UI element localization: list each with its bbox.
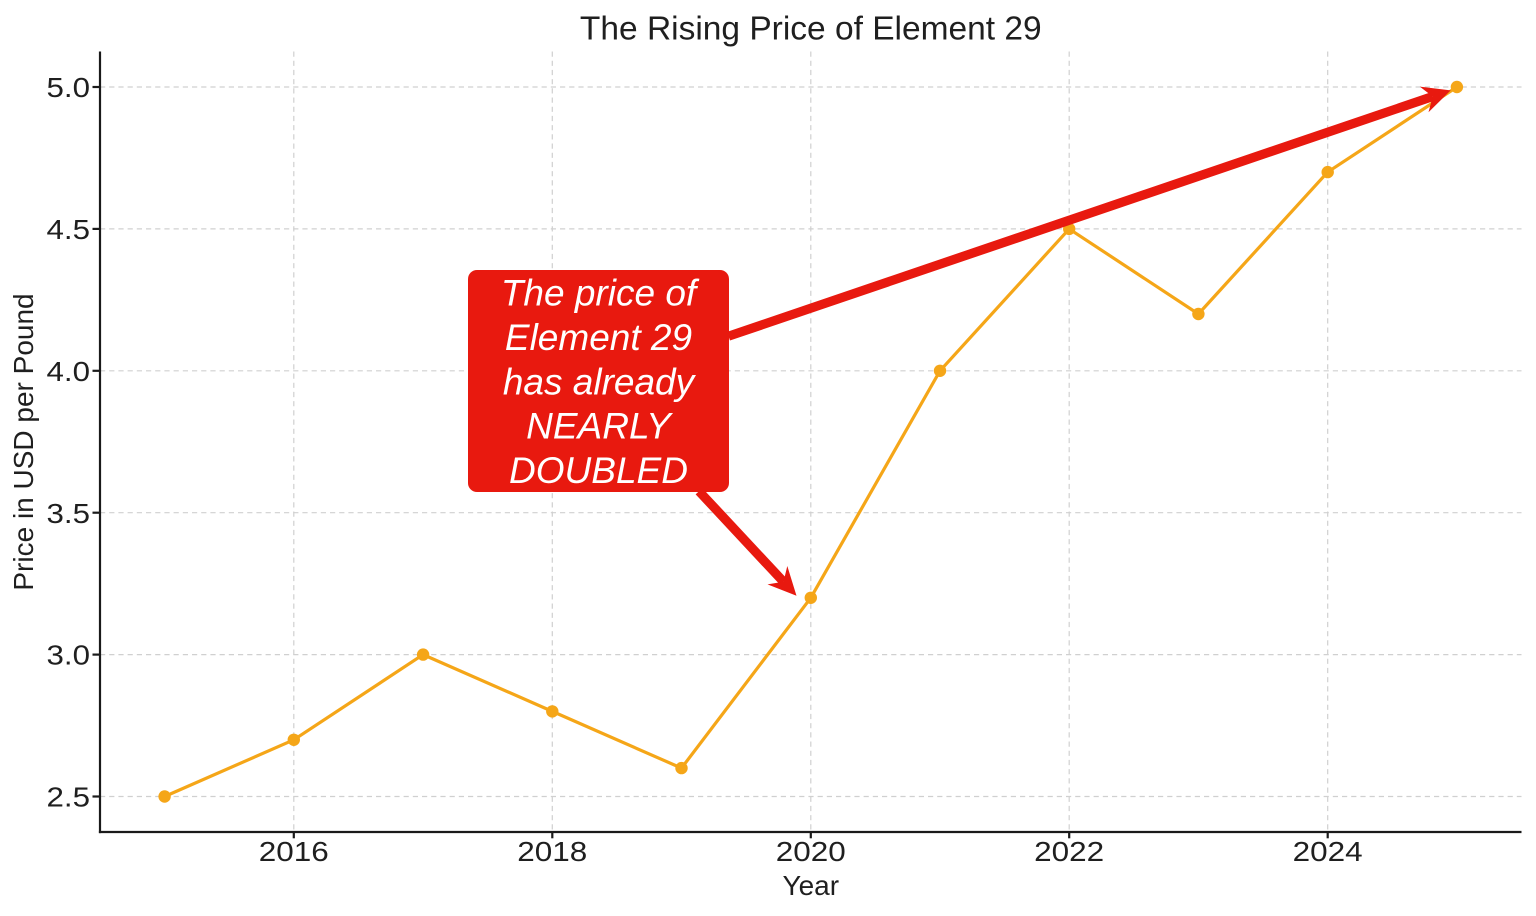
svg-text:2020: 2020 [776,836,846,867]
svg-text:3.5: 3.5 [47,498,91,529]
svg-text:Year: Year [783,870,840,901]
svg-text:4.5: 4.5 [47,214,91,245]
svg-text:5.0: 5.0 [47,72,91,103]
svg-text:2.5: 2.5 [47,782,91,813]
svg-text:Element 29: Element 29 [505,317,692,358]
svg-text:2024: 2024 [1293,836,1363,867]
svg-text:4.0: 4.0 [47,356,91,387]
svg-text:2018: 2018 [517,836,587,867]
svg-text:3.0: 3.0 [47,640,91,671]
svg-text:2016: 2016 [259,836,329,867]
svg-text:The Rising Price of Element 29: The Rising Price of Element 29 [580,11,1042,48]
svg-text:2022: 2022 [1034,836,1104,867]
svg-text:The price of: The price of [501,273,700,314]
svg-text:NEARLY: NEARLY [526,406,673,447]
svg-text:DOUBLED: DOUBLED [509,450,688,491]
svg-text:has already: has already [503,361,697,402]
svg-text:Price in USD per Pound: Price in USD per Pound [8,293,39,590]
